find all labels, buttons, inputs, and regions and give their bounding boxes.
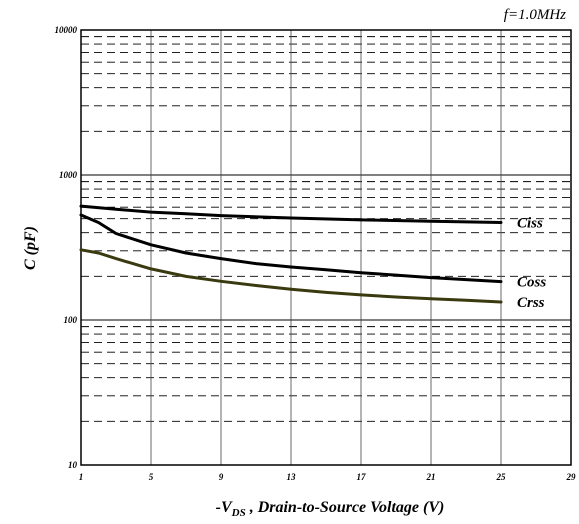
y-tick-label: 10 <box>68 460 78 470</box>
series-layer: Ciss Coss Crss <box>79 204 546 311</box>
x-axis-label-sub: DS <box>231 507 246 519</box>
plot-frame <box>80 29 572 466</box>
x-tick-labels: 1 5 9 13 17 21 25 29 <box>79 472 576 482</box>
series-label-coss: Coss <box>517 275 546 291</box>
x-tick-label: 5 <box>149 472 154 482</box>
x-axis-label: -VDS , Drain-to-Source Voltage (V) <box>216 499 445 519</box>
y-tick-label: 10000 <box>55 25 78 35</box>
x-tick-label: 29 <box>566 472 577 482</box>
y-axis-label: C (pF) <box>22 226 39 270</box>
x-tick-label: 1 <box>79 472 84 482</box>
x-tick-label: 9 <box>219 472 224 482</box>
series-line-ciss <box>79 204 503 224</box>
series-line-coss <box>79 213 503 284</box>
series-line-crss <box>79 248 503 304</box>
y-tick-label: 100 <box>64 315 78 325</box>
x-tick-label: 13 <box>287 472 297 482</box>
y-tick-labels: 10 100 1000 10000 <box>55 25 78 470</box>
y-tick-label: 1000 <box>59 170 78 180</box>
x-tick-label: 25 <box>496 472 507 482</box>
x-axis-label-rest: , Drain-to-Source Voltage (V) <box>246 499 445 516</box>
major-grid <box>80 29 572 466</box>
minor-grid <box>81 36 571 422</box>
x-tick-label: 17 <box>357 472 367 482</box>
x-tick-label: 21 <box>426 472 436 482</box>
series-label-ciss: Ciss <box>517 216 543 232</box>
x-axis-label-main: -V <box>216 499 233 516</box>
frequency-annotation: f=1.0MHz <box>504 7 566 23</box>
series-label-crss: Crss <box>517 295 545 311</box>
